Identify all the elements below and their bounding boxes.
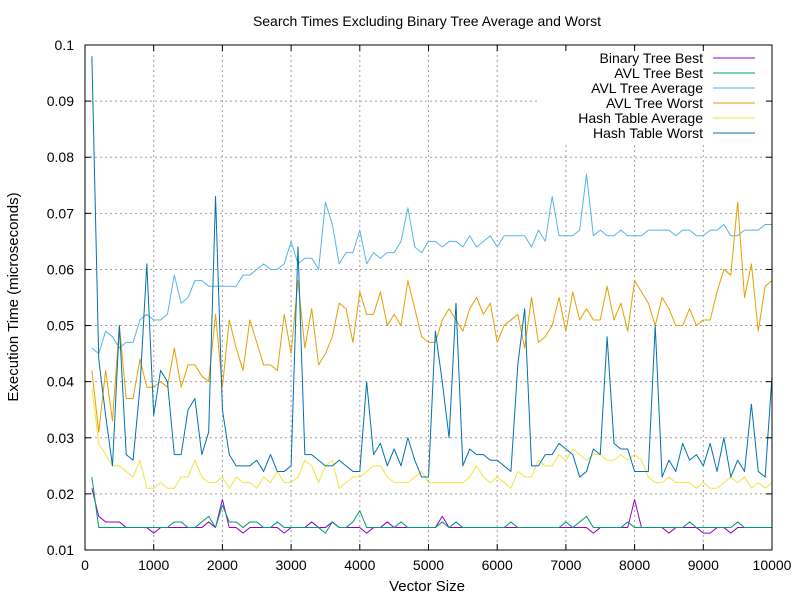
y-tick-label: 0.08 <box>47 149 74 165</box>
y-tick-label: 0.1 <box>55 37 75 53</box>
x-tick-label: 8000 <box>619 557 650 573</box>
y-tick-label: 0.02 <box>47 486 74 502</box>
series-line-avl-tree-best <box>91 476 772 534</box>
legend-label-avl-tree-average: AVL Tree Average <box>591 80 703 96</box>
series-line-hash-table-worst <box>91 56 773 478</box>
series-line-hash-table-average <box>91 387 773 489</box>
grid <box>85 45 772 550</box>
legend-label-hash-table-average: Hash Table Average <box>578 110 703 126</box>
x-tick-label: 9000 <box>688 557 719 573</box>
x-tick-label: 5000 <box>413 557 444 573</box>
x-tick-label: 3000 <box>276 557 307 573</box>
series-line-avl-tree-average <box>91 173 772 355</box>
x-tick-label: 0 <box>81 557 89 573</box>
x-tick-label: 2000 <box>207 557 238 573</box>
x-axis-title: Vector Size <box>389 578 465 595</box>
legend-label-binary-tree-best: Binary Tree Best <box>600 50 704 66</box>
x-tick-label: 4000 <box>344 557 375 573</box>
axis-ticks: 0 1000 2000 3000 4000 5000 6000 7000 8000 9000 100… <box>47 37 792 573</box>
legend-label-hash-table-worst: Hash Table Worst <box>593 125 703 141</box>
y-tick-label: 0.09 <box>47 93 74 109</box>
legend-label-avl-tree-worst: AVL Tree Worst <box>606 95 703 111</box>
x-tick-label: 6000 <box>482 557 513 573</box>
y-tick-label: 0.04 <box>47 374 74 390</box>
y-tick-label: 0.05 <box>47 318 74 334</box>
x-tick-label: 10000 <box>753 557 792 573</box>
y-tick-label: 0.07 <box>47 205 74 221</box>
legend-label-avl-tree-best: AVL Tree Best <box>614 65 703 81</box>
chart-title: Search Times Excluding Binary Tree Avera… <box>253 13 601 29</box>
x-tick-label: 1000 <box>138 557 169 573</box>
y-tick-label: 0.06 <box>47 261 74 277</box>
plot-area <box>91 56 773 534</box>
series-line-avl-tree-worst <box>91 201 773 433</box>
y-axis-title: Execution Time (microseconds) <box>5 192 22 401</box>
y-tick-label: 0.01 <box>47 542 74 558</box>
y-tick-label: 0.03 <box>47 430 74 446</box>
legend-background <box>540 50 770 144</box>
x-tick-label: 7000 <box>550 557 581 573</box>
